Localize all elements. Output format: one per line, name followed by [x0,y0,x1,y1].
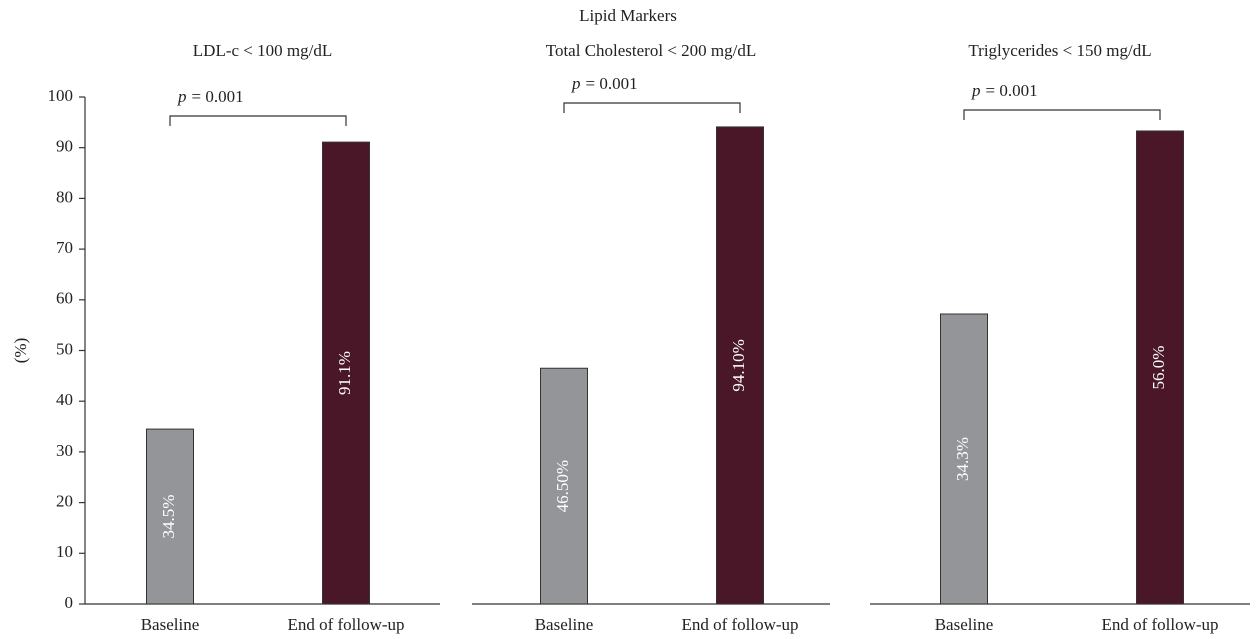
p-text: = 0.001 [192,87,244,106]
bar [322,141,370,605]
p-value: p = 0.001 [971,81,1038,100]
chart-title: Lipid Markers [579,6,677,25]
y-tick-label: 40 [56,390,73,409]
p-value: p = 0.001 [571,74,638,93]
x-tick-label: End of follow-up [681,615,798,634]
y-tick-label: 70 [56,238,73,257]
value-label: 34.5% [159,495,178,539]
panel-title: Total Cholesterol < 200 mg/dL [546,41,756,60]
value-label: 46.50% [553,460,572,512]
value-label: 91.1% [335,351,354,395]
y-tick-label: 100 [48,86,74,105]
x-tick-label: Baseline [141,615,200,634]
y-axis-label: (%) [11,338,30,363]
p-symbol: p [971,81,981,100]
bar [1136,130,1184,605]
y-tick-label: 30 [56,441,73,460]
y-tick-label: 0 [65,593,74,612]
panel-title: LDL-c < 100 mg/dL [193,41,332,60]
significance-bracket [963,109,1161,120]
p-text: = 0.001 [986,81,1038,100]
bar [146,428,194,605]
p-symbol: p [177,87,187,106]
x-tick-label: Baseline [935,615,994,634]
value-label: 34.3% [953,437,972,481]
y-tick-label: 60 [56,289,73,308]
bar [940,313,988,605]
bar [540,367,588,605]
significance-bracket [169,115,347,126]
y-tick-label: 10 [56,542,73,561]
bar [716,126,764,605]
x-tick-label: End of follow-up [1101,615,1218,634]
value-label: 94.10% [729,339,748,391]
panel-title: Triglycerides < 150 mg/dL [968,41,1151,60]
p-value: p = 0.001 [177,87,244,106]
x-tick-label: End of follow-up [287,615,404,634]
y-tick-label: 50 [56,339,73,358]
value-label: 56.0% [1149,346,1168,390]
y-tick-label: 80 [56,187,73,206]
significance-bracket [563,102,741,113]
p-symbol: p [571,74,581,93]
p-text: = 0.001 [586,74,638,93]
y-tick-label: 20 [56,492,73,511]
x-tick-label: Baseline [535,615,594,634]
y-tick-label: 90 [56,137,73,156]
